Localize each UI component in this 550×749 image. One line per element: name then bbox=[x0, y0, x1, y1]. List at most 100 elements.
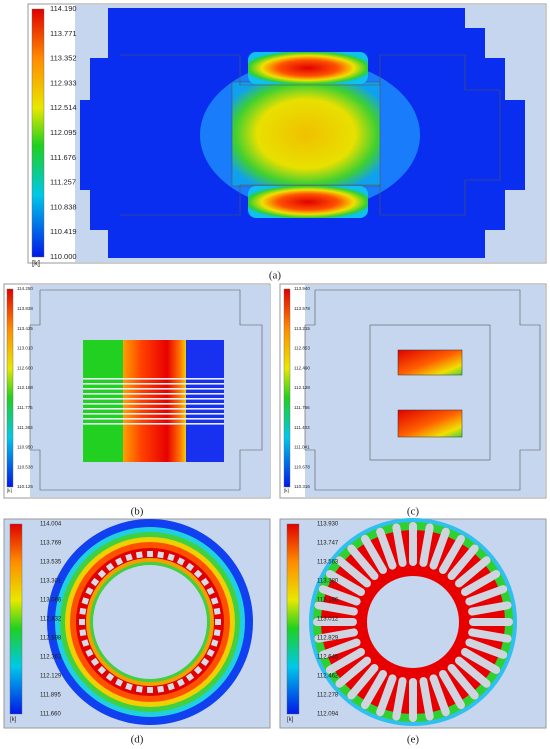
colorbar-label: 113.301 bbox=[40, 579, 62, 585]
unit: [k] bbox=[284, 488, 289, 493]
slot bbox=[81, 597, 90, 605]
slot bbox=[439, 534, 465, 575]
colorbar bbox=[283, 288, 291, 488]
colorbar-label: 113.425 bbox=[17, 326, 33, 331]
slot bbox=[460, 648, 501, 674]
slot bbox=[185, 672, 195, 682]
outline bbox=[120, 54, 501, 216]
stripe bbox=[83, 388, 224, 390]
unit: [k] bbox=[32, 259, 40, 268]
slot bbox=[79, 619, 85, 625]
slot bbox=[157, 551, 165, 559]
colorbar-label: 111.041 bbox=[294, 445, 310, 450]
slot bbox=[325, 570, 366, 596]
colorbar-label: 111.363 bbox=[17, 425, 33, 430]
slot bbox=[176, 557, 185, 566]
slot bbox=[376, 527, 397, 570]
colorbar-label: 113.012 bbox=[317, 617, 339, 623]
colorbar-label: 112.363 bbox=[40, 655, 62, 661]
colorbar-label: 110.538 bbox=[17, 464, 33, 469]
slot bbox=[215, 619, 221, 625]
slot bbox=[335, 656, 372, 688]
region-mid bbox=[123, 340, 186, 462]
colorbar-label: 110.316 bbox=[294, 484, 310, 489]
colorbar-label: 111.766 bbox=[294, 405, 310, 410]
colorbar-label: 113.013 bbox=[17, 346, 33, 351]
stripe bbox=[83, 413, 224, 415]
slot bbox=[429, 527, 450, 570]
region-left bbox=[83, 340, 123, 462]
colorbar-label: 112.600 bbox=[17, 365, 33, 370]
slot bbox=[468, 628, 512, 643]
slot bbox=[347, 663, 379, 700]
slot bbox=[454, 656, 491, 688]
slot bbox=[185, 562, 195, 572]
colorbar bbox=[286, 523, 300, 715]
colorbar-label: 113.535 bbox=[40, 560, 62, 566]
core-hot bbox=[231, 81, 381, 187]
coil-bottom bbox=[248, 186, 368, 218]
contour-art bbox=[3, 3, 547, 729]
colorbar-label: 113.563 bbox=[317, 560, 339, 566]
slot bbox=[361, 669, 387, 710]
slot bbox=[115, 678, 124, 687]
outline bbox=[29, 289, 263, 491]
panel-caption: (e) bbox=[407, 734, 420, 746]
unit: [k] bbox=[287, 717, 294, 723]
colorbar-label: 113.771 bbox=[50, 29, 77, 38]
slot bbox=[347, 544, 379, 581]
region-right bbox=[186, 340, 224, 462]
slot bbox=[81, 639, 90, 647]
slot bbox=[465, 585, 508, 606]
slot bbox=[314, 601, 358, 616]
colorbar bbox=[6, 288, 14, 488]
slot bbox=[125, 553, 133, 562]
stripe bbox=[83, 378, 224, 380]
slot bbox=[392, 523, 407, 567]
slot bbox=[157, 685, 165, 693]
colorbar-label: 112.188 bbox=[17, 385, 33, 390]
stripe bbox=[83, 418, 224, 420]
colorbar-label: 111.660 bbox=[40, 712, 61, 718]
slot bbox=[439, 669, 465, 710]
slot bbox=[409, 678, 417, 722]
slot bbox=[167, 553, 175, 562]
colorbar-label: 113.838 bbox=[17, 306, 33, 311]
colorbar-label: 112.829 bbox=[317, 636, 339, 642]
slot bbox=[90, 657, 100, 667]
unit: [k] bbox=[7, 488, 12, 493]
slot bbox=[318, 638, 361, 659]
slot bbox=[318, 585, 361, 606]
bore bbox=[367, 576, 459, 668]
slot bbox=[465, 638, 508, 659]
slot bbox=[376, 674, 397, 717]
slot bbox=[447, 663, 479, 700]
panel-caption: (b) bbox=[131, 506, 144, 518]
colorbar-label: 111.257 bbox=[50, 178, 76, 187]
slot bbox=[335, 556, 372, 588]
colorbar-label: 113.352 bbox=[50, 54, 77, 63]
stripe bbox=[83, 398, 224, 400]
colorbar-label: 112.514 bbox=[50, 103, 77, 112]
colorbar-label: 112.853 bbox=[294, 346, 310, 351]
colorbar-label: 112.094 bbox=[317, 712, 339, 718]
inner bbox=[369, 324, 491, 461]
colorbar-label: 112.128 bbox=[294, 385, 310, 390]
coil-top bbox=[248, 52, 368, 84]
slot bbox=[454, 556, 491, 588]
slot bbox=[105, 672, 115, 682]
slot bbox=[213, 607, 221, 615]
colorbar-label: 113.196 bbox=[317, 598, 339, 604]
slot bbox=[325, 647, 366, 674]
slot bbox=[469, 618, 513, 626]
stripe bbox=[83, 393, 224, 395]
slot bbox=[85, 587, 94, 596]
colorbar-label: 112.490 bbox=[294, 365, 310, 370]
slot bbox=[200, 577, 210, 587]
colorbar-label: 114.250 bbox=[17, 286, 33, 291]
slot bbox=[90, 577, 100, 587]
colorbar-label: 113.930 bbox=[317, 522, 339, 528]
slot bbox=[176, 678, 185, 687]
slot bbox=[206, 587, 215, 596]
